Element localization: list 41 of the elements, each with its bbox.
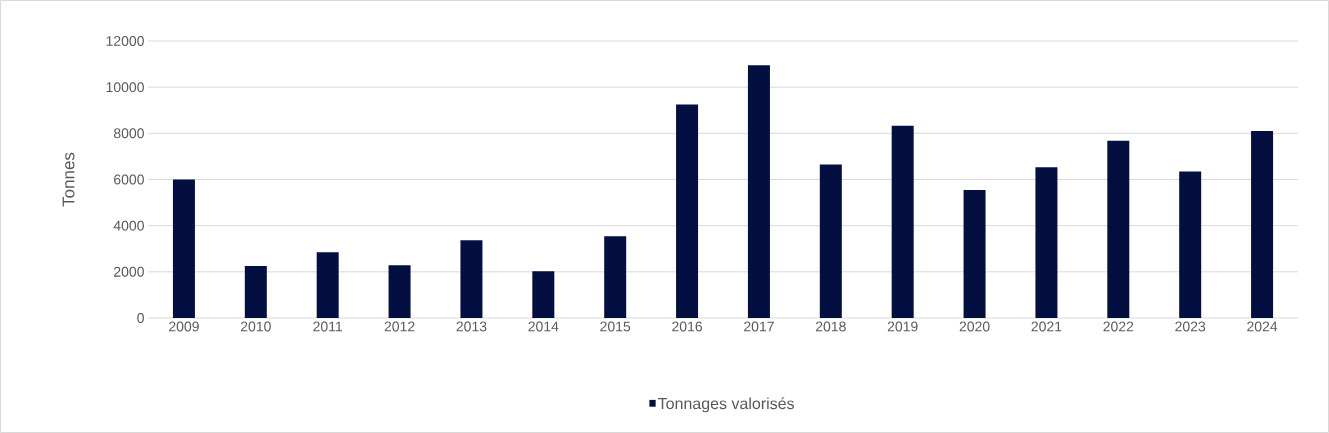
x-tick-label: 2020 <box>959 321 990 332</box>
x-tick-label: 2016 <box>672 321 703 332</box>
y-axis-title: Tonnes <box>62 152 75 207</box>
y-tick-label: 2000 <box>114 266 144 277</box>
y-tick-label: 6000 <box>114 174 144 185</box>
legend-label: Tonnages valorisés <box>657 397 794 413</box>
y-tick-label: 8000 <box>113 128 144 139</box>
bar <box>891 125 914 318</box>
bar <box>1107 140 1130 318</box>
bar <box>460 240 483 318</box>
bar <box>747 65 770 318</box>
y-tick-label: 0 <box>137 313 144 323</box>
x-tick-label: 2011 <box>313 321 343 332</box>
bar <box>963 190 986 318</box>
x-tick-label: 2015 <box>600 321 631 332</box>
bar <box>1179 171 1202 318</box>
bar <box>1035 167 1058 318</box>
bar <box>316 252 339 318</box>
y-tick-label: 12000 <box>106 36 144 46</box>
x-tick-label: 2024 <box>1247 321 1278 332</box>
bar <box>676 104 699 318</box>
x-tick-label: 2012 <box>384 321 415 332</box>
bar <box>819 164 842 318</box>
x-tick-label: 2018 <box>815 321 846 332</box>
bar <box>388 265 411 318</box>
bar <box>1251 131 1274 318</box>
y-tick-label: 4000 <box>113 220 144 231</box>
bar <box>532 271 555 318</box>
x-tick-label: 2013 <box>456 321 487 332</box>
x-tick-label: 2023 <box>1175 321 1206 332</box>
bar <box>604 236 627 318</box>
x-tick-label: 2009 <box>169 321 199 332</box>
x-tick-label: 2021 <box>1031 321 1062 332</box>
x-tick-label: 2019 <box>887 321 918 332</box>
y-tick-label: 10000 <box>106 82 144 93</box>
x-tick-label: 2022 <box>1103 321 1134 332</box>
bar <box>172 179 195 318</box>
x-tick-label: 2017 <box>744 321 774 332</box>
x-tick-label: 2010 <box>240 321 271 332</box>
x-tick-label: 2014 <box>528 321 559 332</box>
bar <box>244 266 267 318</box>
